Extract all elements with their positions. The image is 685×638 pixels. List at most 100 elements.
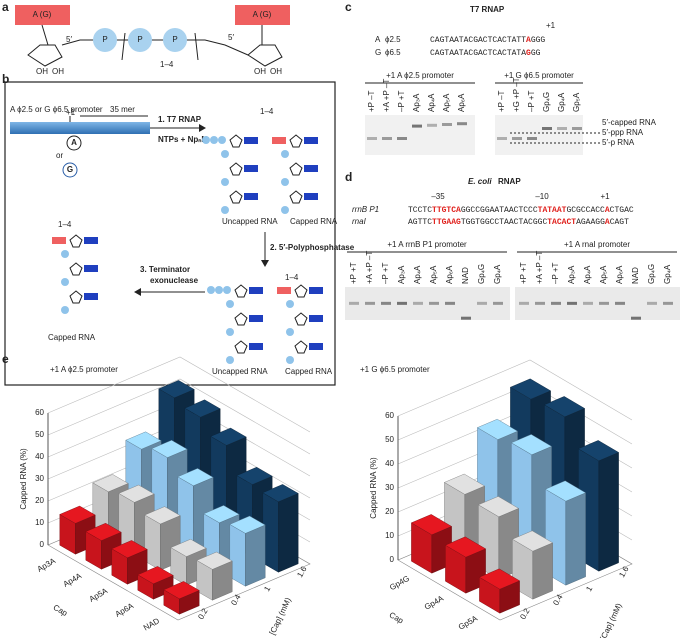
tss-label: +1: [66, 108, 76, 117]
sugar: [69, 234, 83, 248]
promoter-name: ϕ2.5: [385, 35, 401, 44]
x-tick-label: Ap6A: [114, 601, 136, 619]
band: [413, 301, 423, 305]
x-tick-label: Ap5A: [88, 586, 110, 604]
bar-top: [151, 439, 188, 458]
sequence: CAGTAATACGACTCACTATAGGG: [430, 49, 541, 58]
base-circle: [66, 135, 82, 151]
position-label: –10: [535, 192, 549, 201]
lane-label: Ap₅A: [429, 265, 438, 284]
sequence-part: A: [605, 218, 610, 227]
organism: E. coli: [468, 177, 492, 186]
bar-top: [92, 474, 129, 493]
base-label: A (G): [253, 10, 272, 19]
bar: [163, 581, 200, 615]
phosphate: [210, 136, 218, 144]
bar-top: [118, 484, 155, 503]
legend-label: 1: [262, 584, 272, 593]
gel: [365, 115, 475, 155]
lane-label: Ap₆A: [615, 265, 624, 284]
phosphate: [226, 300, 234, 308]
band: [519, 301, 529, 305]
base: [309, 343, 323, 350]
sequence: CAGTAATACGACTCACTATTAGGG: [430, 36, 545, 45]
panel-label: a: [2, 0, 9, 14]
phosphate: [61, 278, 69, 286]
sequence-part: GGCCGGAATAACTCCC: [461, 206, 538, 215]
x-tick-label: NAD: [142, 616, 161, 632]
base: [244, 193, 258, 200]
promoter-label: A ϕ2.5 or G ϕ6.5 promoter: [10, 105, 103, 114]
product-label: Capped RNA: [48, 333, 96, 342]
band: [497, 137, 507, 140]
sequence-part: AGTTC: [408, 218, 432, 227]
sequence-part: G: [526, 49, 531, 58]
lane-label: +A +P –T: [365, 251, 374, 284]
band: [477, 301, 487, 305]
band-label: 5′-capped RNA: [602, 118, 657, 127]
base-box: [15, 5, 70, 25]
bar-top: [163, 581, 200, 600]
bar-top: [478, 568, 521, 590]
y-tick-label: 0: [40, 540, 45, 549]
sequence-part: CAGTAATACGACTCACTATA: [430, 49, 526, 58]
bar-top: [410, 514, 453, 536]
phosphate: [61, 306, 69, 314]
legend-label: 0.4: [229, 592, 243, 607]
lane-label: Ap₄A: [427, 93, 436, 112]
base: [304, 165, 318, 172]
sequence-part: TATAAT: [538, 206, 567, 215]
phosphate-halo: [163, 28, 187, 52]
phosphate: [286, 328, 294, 336]
bar-top: [184, 399, 221, 418]
sequence: AGTTCTTGAAGTGGTGGCCTAACTACGGCTACACTAGAAG…: [408, 218, 629, 227]
phosphate-halo: [93, 28, 117, 52]
phosphate: [281, 178, 289, 186]
reagents: NTPs + NpₙN: [158, 135, 207, 144]
bar-top: [203, 505, 240, 524]
grid-line: [47, 356, 311, 433]
bar-top: [262, 484, 299, 503]
cap-base: [52, 237, 66, 244]
band: [615, 301, 625, 305]
product-label: Uncapped RNA: [212, 367, 268, 376]
band: [365, 301, 375, 305]
lane-label: Ap₅A: [442, 93, 451, 112]
x-axis-title: Cap: [52, 603, 70, 618]
lane-label: Ap₃A: [397, 265, 406, 284]
y-tick-label: 50: [35, 430, 44, 439]
depth-axis-title: [Cap] (mM): [268, 596, 293, 636]
x-tick-label: Ap3A: [36, 556, 58, 574]
phosphate: [218, 136, 226, 144]
bar-top: [177, 468, 214, 487]
or: or: [56, 151, 63, 160]
sugar: [289, 190, 303, 204]
sequence-part: CTGAC: [610, 206, 634, 215]
length-label: 35 mer: [110, 105, 135, 114]
bar-side: [598, 452, 619, 572]
product-label: Capped RNA: [285, 367, 333, 376]
band: [412, 124, 422, 128]
base-circle: [62, 162, 78, 178]
lane-label: NAD: [461, 267, 470, 284]
phosphate: P: [102, 35, 107, 44]
gel: [515, 287, 680, 320]
prime-label: 5′: [66, 35, 72, 44]
lane-label: –P +T: [381, 262, 390, 284]
legend-label: 1.6: [295, 564, 309, 579]
repeat-label: 1–4: [285, 273, 299, 282]
sequence-part: GCGCCACC: [566, 206, 605, 215]
bar: [59, 505, 96, 555]
chart-title: +1 A ϕ2.5 promoter: [50, 365, 118, 374]
bar: [262, 484, 299, 573]
base: G: [375, 48, 381, 57]
lane-label: Gp₄A: [557, 92, 566, 112]
phosphate-halo: [128, 28, 152, 52]
sugar: [247, 44, 283, 67]
base: A: [71, 138, 77, 147]
bar: [111, 540, 148, 585]
base: [309, 315, 323, 322]
bar-top: [511, 530, 554, 552]
lane-label: Ap₃A: [567, 265, 576, 284]
sugar: [229, 162, 243, 176]
